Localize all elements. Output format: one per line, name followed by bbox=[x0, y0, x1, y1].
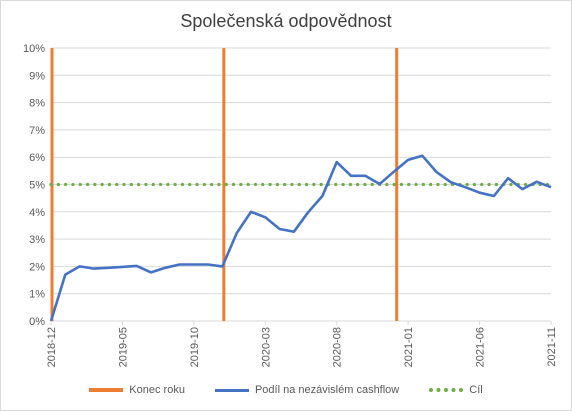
y-tick-label: 7% bbox=[29, 125, 45, 137]
y-tick-label: 0% bbox=[29, 316, 45, 328]
legend-swatch-cashflow-share bbox=[214, 388, 249, 392]
legend: Konec roku Podíl na nezávislém cashflow … bbox=[1, 384, 571, 396]
chart-title: Společenská odpovědnost bbox=[180, 11, 392, 31]
x-tick-label: 2018-12 bbox=[46, 327, 58, 367]
x-axis: 2018-12 2019-05 2019-10 2020-03 2020-08 2021-… bbox=[46, 320, 558, 367]
legend-item-target: Cíl bbox=[429, 384, 483, 396]
x-tick-label: 2020-03 bbox=[260, 327, 272, 367]
cashflow-share-line bbox=[49, 154, 552, 322]
y-tick-label: 9% bbox=[29, 70, 45, 82]
legend-swatch-target bbox=[429, 388, 464, 392]
y-tick-label: 8% bbox=[29, 98, 45, 110]
legend-label-target: Cíl bbox=[469, 384, 483, 396]
x-tick-label: 2019-05 bbox=[117, 327, 129, 367]
y-tick-label: 5% bbox=[29, 180, 45, 192]
y-tick-label: 6% bbox=[29, 152, 45, 164]
y-tick-label: 1% bbox=[29, 289, 45, 301]
x-tick-label: 2021-06 bbox=[475, 327, 487, 367]
x-tick-label: 2021-01 bbox=[403, 327, 415, 367]
plot-area bbox=[49, 48, 553, 322]
y-axis: 0% 1% 2% 3% 4% 5% 6% 7% 8% 9% 10% bbox=[23, 43, 45, 328]
legend-item-cashflow-share: Podíl na nezávislém cashflow bbox=[214, 384, 400, 396]
y-tick-label: 4% bbox=[29, 207, 45, 219]
legend-swatch-year-end bbox=[89, 388, 124, 392]
y-tick-label: 3% bbox=[29, 234, 45, 246]
y-tick-label: 10% bbox=[23, 43, 45, 55]
x-tick-label: 2020-08 bbox=[332, 327, 344, 367]
x-tick-label: 2019-10 bbox=[189, 327, 201, 367]
legend-label-cashflow-share: Podíl na nezávislém cashflow bbox=[254, 384, 400, 396]
legend-item-year-end: Konec roku bbox=[89, 384, 185, 396]
legend-label-year-end: Konec roku bbox=[129, 384, 185, 396]
y-tick-label: 2% bbox=[29, 261, 45, 273]
x-tick-label: 2021-11 bbox=[546, 327, 558, 367]
